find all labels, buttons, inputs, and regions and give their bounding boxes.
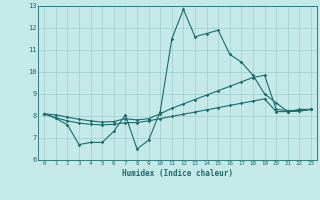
X-axis label: Humidex (Indice chaleur): Humidex (Indice chaleur) (122, 169, 233, 178)
